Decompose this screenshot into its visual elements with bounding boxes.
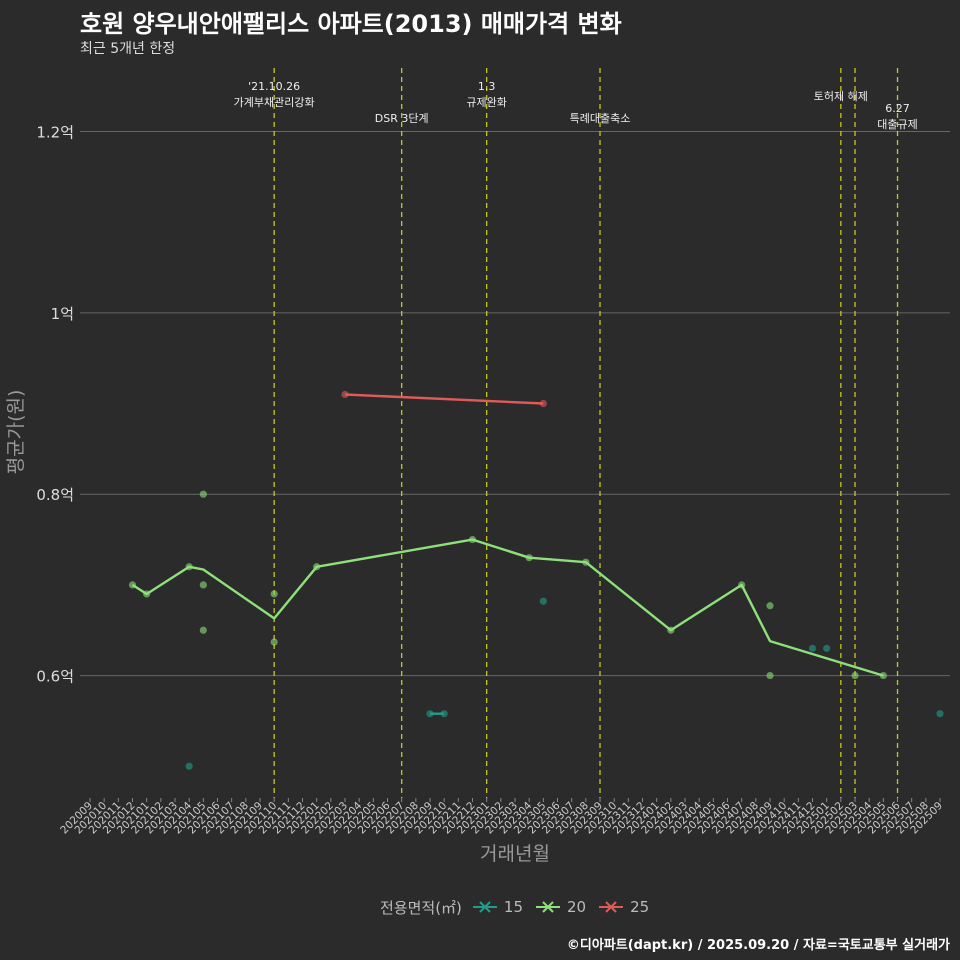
chart-subtitle: 최근 5개년 한정: [80, 41, 176, 57]
legend-label: 25: [630, 898, 650, 916]
legend-key-25: [599, 901, 624, 913]
data-point-20: [199, 581, 207, 589]
event-label: DSR 3단계: [375, 112, 429, 125]
event-label: 특례대출축소: [570, 112, 631, 125]
legend-items: 15 20 25: [472, 898, 649, 916]
data-point-15: [808, 644, 817, 652]
data-point-20: [851, 671, 859, 680]
data-point-15: [823, 644, 831, 652]
data-point-15: [539, 597, 547, 605]
x-axis-title: 거래년월: [480, 843, 550, 865]
data-point-20: [525, 554, 533, 562]
data-point-20: [766, 602, 774, 610]
event-label: 규제완화: [466, 96, 506, 109]
legend-label: 15: [503, 898, 523, 916]
legend-title: 전용면적(㎡): [380, 898, 462, 917]
event-label: 6.27: [885, 102, 910, 115]
y-axis-title: 평균가(원): [5, 390, 27, 475]
event-label: 가계부채관리강화: [234, 96, 315, 109]
legend-key-20: [536, 901, 560, 913]
data-point-25: [539, 399, 547, 408]
data-point-15: [440, 710, 448, 718]
data-point-20: [199, 626, 207, 634]
axis-layer: 0.6억0.8억1억1.2억20200920201020201120201220…: [36, 123, 945, 836]
series-line-25: [344, 393, 544, 405]
y-tick-label: 0.6억: [36, 668, 74, 686]
event-label: '21.10.26: [248, 80, 300, 93]
data-point-15: [936, 710, 944, 718]
data-point-20: [468, 535, 477, 544]
legend-item-15: 15: [472, 898, 523, 916]
data-point-25: [341, 390, 349, 399]
legend-item-20: 20: [535, 898, 586, 916]
series-layer: [128, 390, 944, 770]
y-tick-label: 1억: [51, 305, 74, 323]
legend-label: 20: [567, 898, 587, 916]
event-label: 토허제 해제: [814, 89, 868, 103]
data-point-20: [128, 581, 137, 589]
legend-item-25: 25: [598, 898, 649, 916]
data-point-15: [185, 762, 193, 770]
legend-key-15: [472, 901, 497, 913]
data-point-20: [582, 558, 590, 566]
y-tick-label: 1.2억: [36, 123, 74, 141]
data-point-20: [667, 626, 675, 634]
data-point-15: [426, 710, 434, 718]
data-point-20: [185, 563, 193, 571]
data-point-20: [270, 638, 278, 646]
data-point-20: [879, 671, 887, 680]
data-point-20: [270, 590, 278, 598]
data-point-20: [313, 563, 321, 571]
source-caption: ©디아파트(dapt.kr) / 2025.09.20 / 자료=국토교통부 실…: [566, 938, 950, 953]
legend: 전용면적(㎡) 15 20 25: [380, 896, 649, 918]
data-point-20: [199, 490, 207, 498]
data-point-20: [143, 590, 151, 598]
data-point-20: [738, 581, 746, 589]
event-label: 1.3: [478, 80, 496, 93]
data-point-20: [766, 671, 774, 680]
y-tick-label: 0.8억: [36, 486, 74, 504]
chart-title: 호원 양우내안애팰리스 아파트(2013) 매매가격 변화: [80, 10, 622, 38]
event-label: 대출규제: [877, 118, 917, 131]
grid-layer: [80, 130, 950, 677]
